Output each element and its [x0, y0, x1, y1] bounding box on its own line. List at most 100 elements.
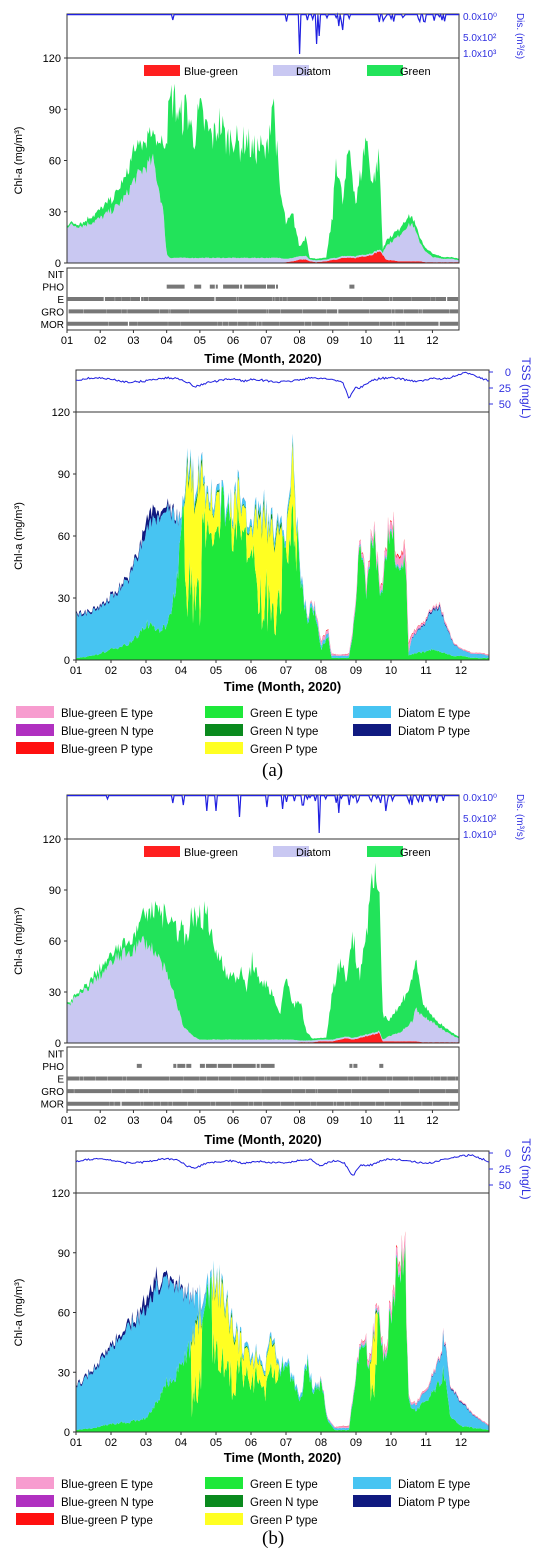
b2-legend-swatch — [205, 1513, 243, 1525]
b2-legend-label: Diatom E type — [398, 1479, 470, 1491]
b2-xtick-label: 11 — [420, 1437, 431, 1449]
b2-area-diatom-e — [76, 1242, 489, 1431]
label-a: (a) — [262, 760, 284, 781]
a2-xtick-label: 11 — [420, 665, 431, 677]
b1-ytick-label: 30 — [49, 987, 61, 999]
b1-xtick-label: 07 — [260, 1115, 272, 1127]
a1-discharge-frame — [66, 13, 460, 59]
b1-discharge-frame — [66, 794, 460, 840]
b1-area-blue-green — [67, 1032, 459, 1043]
b2-legend-swatch — [16, 1513, 54, 1525]
b1-area-green — [67, 862, 459, 1041]
b1-limit-row-label: GRO — [41, 1087, 64, 1098]
b1-limit-row-label: MOR — [41, 1100, 64, 1111]
b2-xtick-label: 02 — [105, 1437, 117, 1449]
b2-xtick-label: 08 — [315, 1437, 327, 1449]
a2-ylabel: Chl-a (mg/m³) — [13, 502, 25, 570]
b2-xtick-label: 03 — [140, 1437, 152, 1449]
b2-legend-swatch — [16, 1477, 54, 1489]
a2-ytick-label: 60 — [58, 531, 70, 543]
a2-ytick-label: 90 — [58, 469, 70, 481]
a1-legend-label: Green — [400, 66, 431, 78]
b1-xtick-label: 01 — [61, 1115, 73, 1127]
b2-xtick-label: 06 — [245, 1437, 257, 1449]
a1-area-blue-green — [67, 251, 459, 263]
a1-discharge-line — [67, 12, 459, 55]
b1-limit-row-marks — [67, 1076, 459, 1081]
a1-xtick-label: 05 — [194, 335, 206, 347]
a1-legend-swatch — [273, 65, 309, 76]
a1-ytick-label: 30 — [49, 207, 61, 219]
b2-xlabel: Time (Month, 2020) — [224, 1450, 342, 1465]
a2-legend-label: Green P type — [250, 744, 318, 756]
b1-xtick-label: 08 — [293, 1115, 305, 1127]
a2-legend-swatch — [353, 706, 391, 718]
b2-legend-swatch — [16, 1495, 54, 1507]
b2-legend-label: Blue-green P type — [61, 1515, 153, 1527]
a2-legend-label: Diatom E type — [398, 708, 470, 720]
a2-legend-label: Diatom P type — [398, 726, 470, 738]
b1-discharge-tick: 0.0x10⁰ — [463, 793, 497, 804]
b1-discharge-tick: 1.0x10³ — [463, 830, 497, 841]
a1-ytick-label: 60 — [49, 156, 61, 168]
a2-tss-tick: 25 — [499, 383, 511, 395]
b2-tss-line — [75, 1153, 490, 1176]
a1-xtick-label: 10 — [360, 335, 372, 347]
a2-legend-swatch — [205, 706, 243, 718]
b2-xtick-label: 05 — [210, 1437, 222, 1449]
a1-legend-label: Diatom — [296, 66, 331, 78]
b2-ylabel: Chl-a (mg/m³) — [13, 1279, 25, 1347]
b2-tss-label: TSS (mg/L) — [519, 1138, 533, 1199]
b2-legend-swatch — [353, 1495, 391, 1507]
a1-ylabel: Chl-a (mg/m³) — [13, 127, 25, 195]
a2-xtick-label: 09 — [350, 665, 362, 677]
a2-tss-line — [76, 371, 490, 399]
b2-xtick-label: 09 — [350, 1437, 362, 1449]
a1-xtick-label: 06 — [227, 335, 239, 347]
b2-xtick-label: 07 — [280, 1437, 292, 1449]
b1-xtick-label: 04 — [161, 1115, 173, 1127]
b1-limit-row-label: NIT — [48, 1049, 64, 1060]
a2-legend-swatch — [353, 724, 391, 736]
b1-discharge-line — [67, 793, 459, 834]
a1-xtick-label: 02 — [94, 335, 106, 347]
b2-legend-label: Green P type — [250, 1515, 318, 1527]
a1-discharge-label: Dis. (m³/s) — [514, 13, 525, 59]
a2-xlabel: Time (Month, 2020) — [224, 679, 342, 694]
a2-xtick-label: 10 — [385, 665, 397, 677]
b2-legend-label: Green E type — [250, 1479, 318, 1491]
b1-limit-row-marks — [67, 1101, 459, 1106]
b1-ylabel: Chl-a (mg/m³) — [13, 907, 25, 975]
b2-area-green-e — [76, 1244, 489, 1432]
b2-xtick-label: 04 — [175, 1437, 187, 1449]
a1-ytick-label: 90 — [49, 104, 61, 116]
a2-xtick-label: 06 — [245, 665, 257, 677]
a1-limit-row-label: GRO — [41, 307, 64, 318]
b2-ytick-label: 90 — [58, 1248, 70, 1260]
b2-tss-tick: 0 — [505, 1148, 511, 1160]
b1-legend-swatch — [144, 846, 180, 857]
a1-area-green — [67, 83, 459, 261]
a2-ytick-label: 120 — [52, 407, 70, 419]
b1-legend-swatch — [273, 846, 309, 857]
a1-discharge-tick: 1.0x10³ — [463, 49, 497, 60]
b1-ytick-label: 60 — [49, 936, 61, 948]
a2-legend-label: Blue-green P type — [61, 744, 153, 756]
a2-area-green-e — [76, 486, 489, 660]
a1-xtick-label: 07 — [260, 335, 272, 347]
a1-xlabel: Time (Month, 2020) — [204, 351, 322, 366]
a2-legend-swatch — [16, 724, 54, 736]
a1-legend-swatch — [144, 65, 180, 76]
a1-area-diatom — [67, 153, 459, 263]
a2-xtick-label: 05 — [210, 665, 222, 677]
b2-legend-swatch — [205, 1477, 243, 1489]
b1-legend-label: Blue-green — [184, 847, 238, 859]
a1-xtick-label: 09 — [327, 335, 339, 347]
a1-limit-row-label: MOR — [41, 320, 64, 331]
a1-discharge-tick: 5.0x10² — [463, 33, 497, 44]
a2-legend-label: Green N type — [250, 726, 318, 738]
b1-legend-label: Diatom — [296, 847, 331, 859]
b2-ytick-label: 120 — [52, 1188, 70, 1200]
a2-legend-swatch — [16, 706, 54, 718]
